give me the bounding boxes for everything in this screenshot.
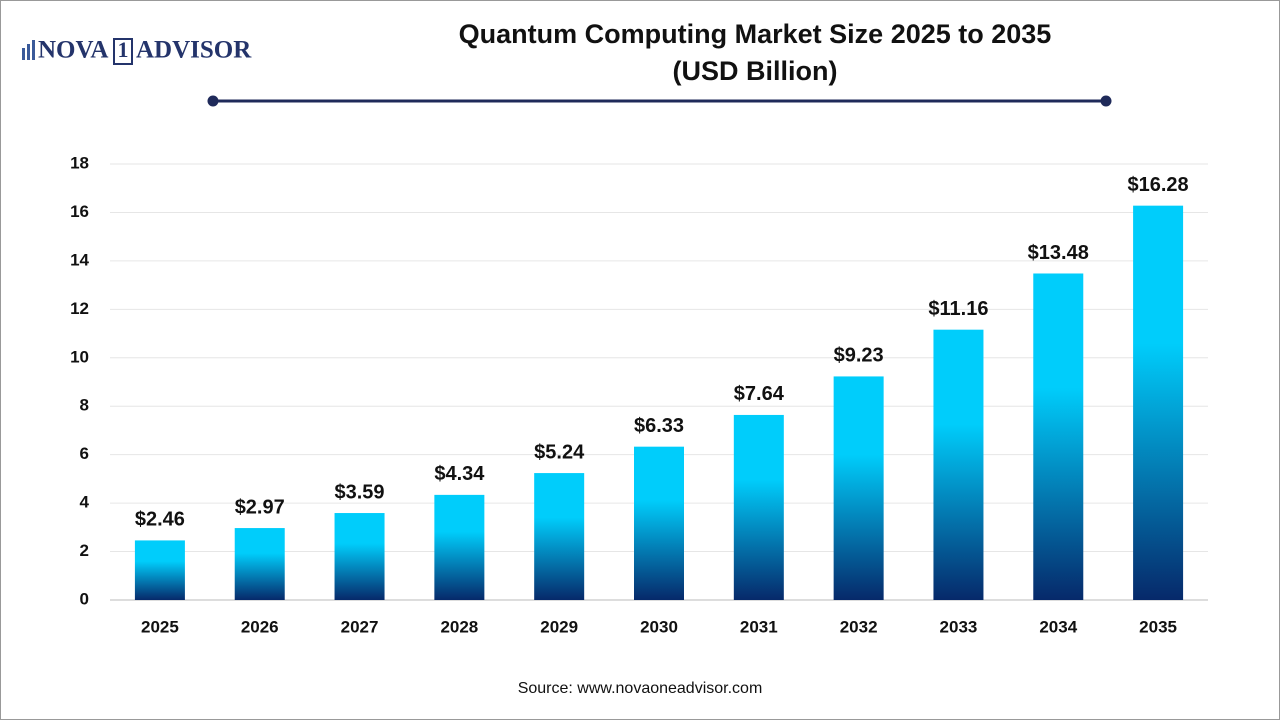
bar <box>234 528 285 600</box>
chart-subtitle: (USD Billion) <box>673 56 838 86</box>
rule-dot <box>207 95 219 107</box>
logo-mark: 1 <box>118 37 129 62</box>
chart-title: Quantum Computing Market Size 2025 to 20… <box>459 19 1052 49</box>
value-label: $3.59 <box>335 481 385 503</box>
value-label: $2.46 <box>135 509 185 531</box>
x-tick-label: 2028 <box>440 617 478 636</box>
bar <box>634 446 684 600</box>
y-tick-label: 0 <box>80 589 89 608</box>
bar <box>1133 205 1184 600</box>
x-tick-label: 2026 <box>241 617 279 636</box>
value-label: $2.97 <box>235 496 285 518</box>
logo-bar <box>32 40 35 60</box>
logo-text: NOVA <box>38 37 108 64</box>
x-tick-label: 2033 <box>940 617 978 636</box>
y-tick-label: 4 <box>80 493 90 512</box>
x-tick-label: 2034 <box>1039 617 1077 636</box>
bar <box>134 540 185 600</box>
value-label: $5.24 <box>534 441 585 463</box>
y-tick-label: 18 <box>70 153 89 172</box>
y-tick-label: 6 <box>80 444 89 463</box>
x-tick-label: 2030 <box>640 617 678 636</box>
rule-dot <box>1100 95 1112 107</box>
y-tick-label: 14 <box>70 250 89 269</box>
logo: NOVA 1 ADVISOR <box>22 37 252 65</box>
bar <box>434 494 485 600</box>
y-tick-label: 12 <box>70 299 89 318</box>
value-label: $4.34 <box>434 463 485 485</box>
x-tick-label: 2035 <box>1139 617 1177 636</box>
value-label: $11.16 <box>928 298 988 320</box>
x-tick-label: 2031 <box>740 617 778 636</box>
bar <box>833 376 884 600</box>
value-label: $7.64 <box>734 383 785 405</box>
y-tick-label: 8 <box>80 396 89 415</box>
x-tick-label: 2025 <box>141 617 179 636</box>
bar <box>1033 273 1084 600</box>
bar <box>733 414 784 600</box>
y-tick-label: 16 <box>70 202 89 221</box>
logo-bar <box>27 44 30 60</box>
logo-text: ADVISOR <box>136 37 252 64</box>
value-label: $6.33 <box>634 415 684 437</box>
value-label: $9.23 <box>834 345 884 367</box>
source: Source: www.novaoneadvisor.com <box>518 680 763 697</box>
bar <box>534 473 585 600</box>
x-tick-label: 2027 <box>341 617 379 636</box>
logo-box <box>113 38 133 65</box>
logo-bar <box>22 48 25 60</box>
y-tick-label: 2 <box>80 541 89 560</box>
x-tick-label: 2032 <box>840 617 878 636</box>
value-label: $16.28 <box>1128 174 1189 196</box>
x-tick-label: 2029 <box>540 617 578 636</box>
bar <box>334 513 385 600</box>
bar <box>933 329 984 600</box>
y-tick-label: 10 <box>70 347 89 366</box>
value-label: $13.48 <box>1028 242 1089 264</box>
